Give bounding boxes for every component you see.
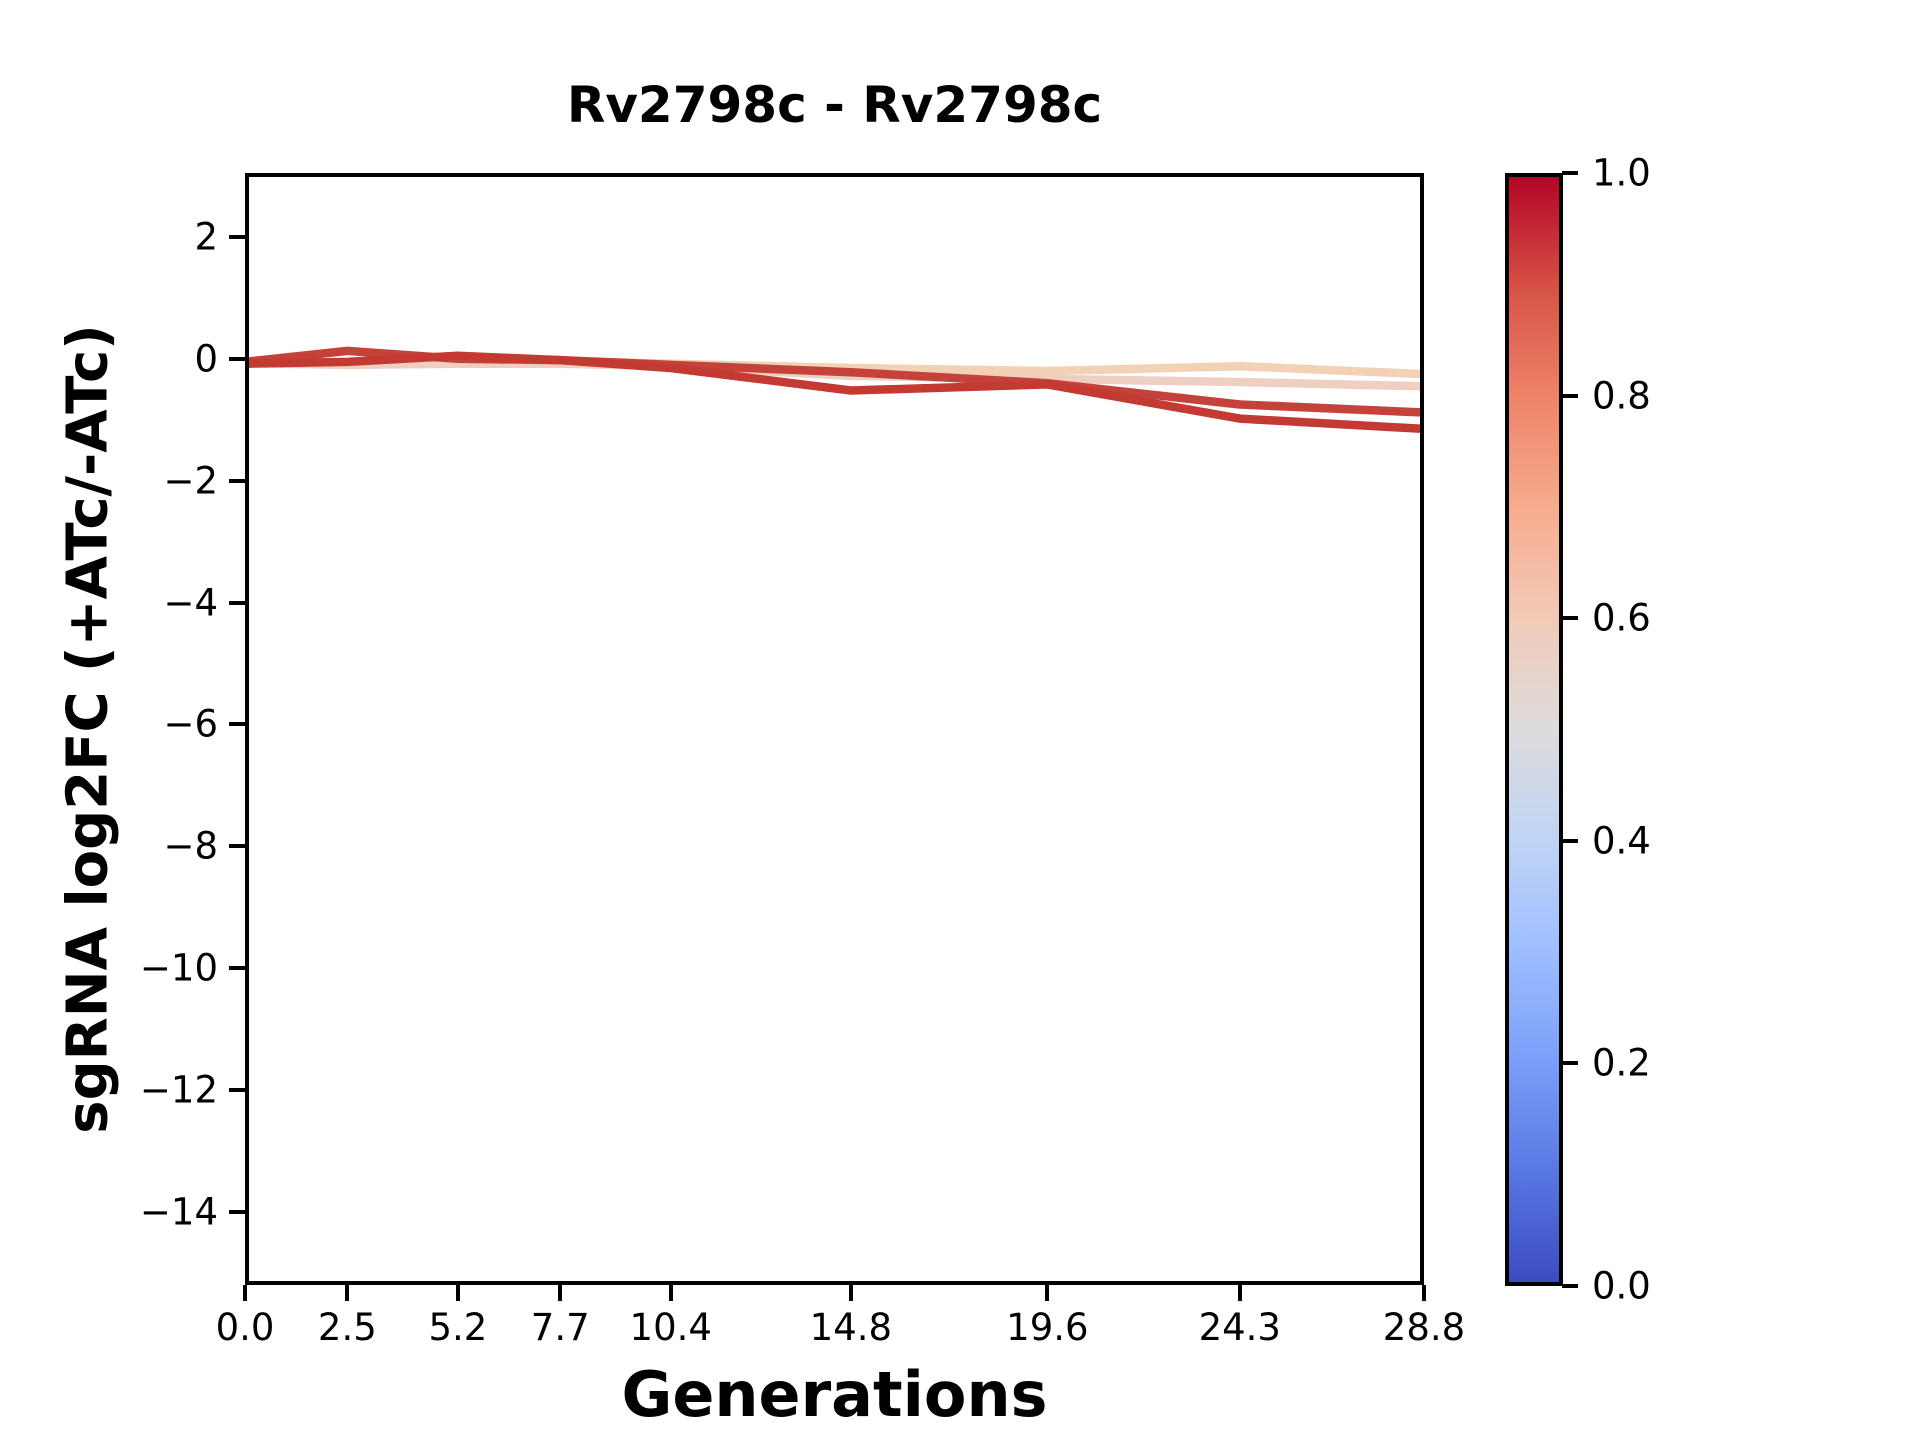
y-tick	[229, 844, 245, 849]
y-tick-label: −4	[163, 581, 218, 625]
y-tick-label: −2	[163, 459, 218, 503]
colorbar	[1505, 173, 1563, 1286]
y-tick-label: 0	[194, 337, 218, 381]
axes-spines	[245, 173, 1424, 1285]
y-tick	[229, 600, 245, 605]
plot-area	[245, 173, 1424, 1285]
x-tick	[558, 1285, 563, 1301]
x-tick-label: 0.0	[215, 1306, 275, 1349]
y-tick	[229, 1209, 245, 1214]
x-tick-label: 10.4	[629, 1306, 712, 1349]
x-tick-label: 19.6	[1006, 1306, 1089, 1349]
colorbar-tick-label: 1.0	[1592, 151, 1651, 195]
y-tick-label: −10	[139, 946, 218, 990]
colorbar-tick-label: 0.2	[1592, 1041, 1651, 1085]
x-tick	[1422, 1285, 1426, 1301]
colorbar-tick	[1562, 171, 1578, 175]
colorbar-tick-label: 0.0	[1592, 1264, 1651, 1308]
x-tick-label: 7.7	[530, 1306, 590, 1349]
y-tick-label: −8	[163, 824, 218, 868]
x-tick-label: 14.8	[809, 1306, 893, 1349]
colorbar-tick	[1562, 1061, 1578, 1066]
x-tick	[455, 1285, 460, 1301]
x-tick	[345, 1285, 350, 1301]
plot-area-svg	[245, 173, 1424, 1285]
x-tick	[848, 1285, 853, 1301]
x-tick-label: 5.2	[428, 1306, 488, 1349]
y-tick	[229, 966, 245, 971]
y-tick	[229, 722, 245, 727]
y-tick	[229, 234, 245, 239]
y-tick-label: −14	[139, 1190, 218, 1234]
colorbar-tick	[1562, 838, 1578, 843]
colorbar-tick-label: 0.4	[1592, 819, 1651, 863]
x-axis-label: Generations	[621, 1358, 1048, 1431]
x-tick-label: 2.5	[317, 1306, 377, 1349]
colorbar-tick-label: 0.6	[1592, 596, 1651, 640]
x-tick-label: 28.8	[1382, 1306, 1466, 1349]
y-tick-label: −12	[139, 1068, 218, 1112]
colorbar-tick	[1562, 393, 1578, 398]
colorbar-tick	[1562, 616, 1578, 621]
y-tick	[229, 356, 245, 361]
y-tick-label: 2	[194, 215, 218, 259]
x-tick	[1237, 1285, 1242, 1301]
colorbar-tick-label: 0.8	[1592, 374, 1651, 418]
x-tick	[1045, 1285, 1050, 1301]
series-line-sgRNA-4	[245, 351, 1424, 434]
chart-title: Rv2798c - Rv2798c	[566, 76, 1103, 134]
colorbar-tick	[1562, 1284, 1578, 1288]
x-tick	[668, 1285, 673, 1301]
x-tick-label: 24.3	[1198, 1306, 1281, 1349]
y-tick	[229, 1088, 245, 1093]
series-lines	[245, 346, 1424, 434]
y-tick	[229, 478, 245, 483]
y-tick-label: −6	[163, 702, 218, 746]
x-tick	[243, 1285, 247, 1301]
